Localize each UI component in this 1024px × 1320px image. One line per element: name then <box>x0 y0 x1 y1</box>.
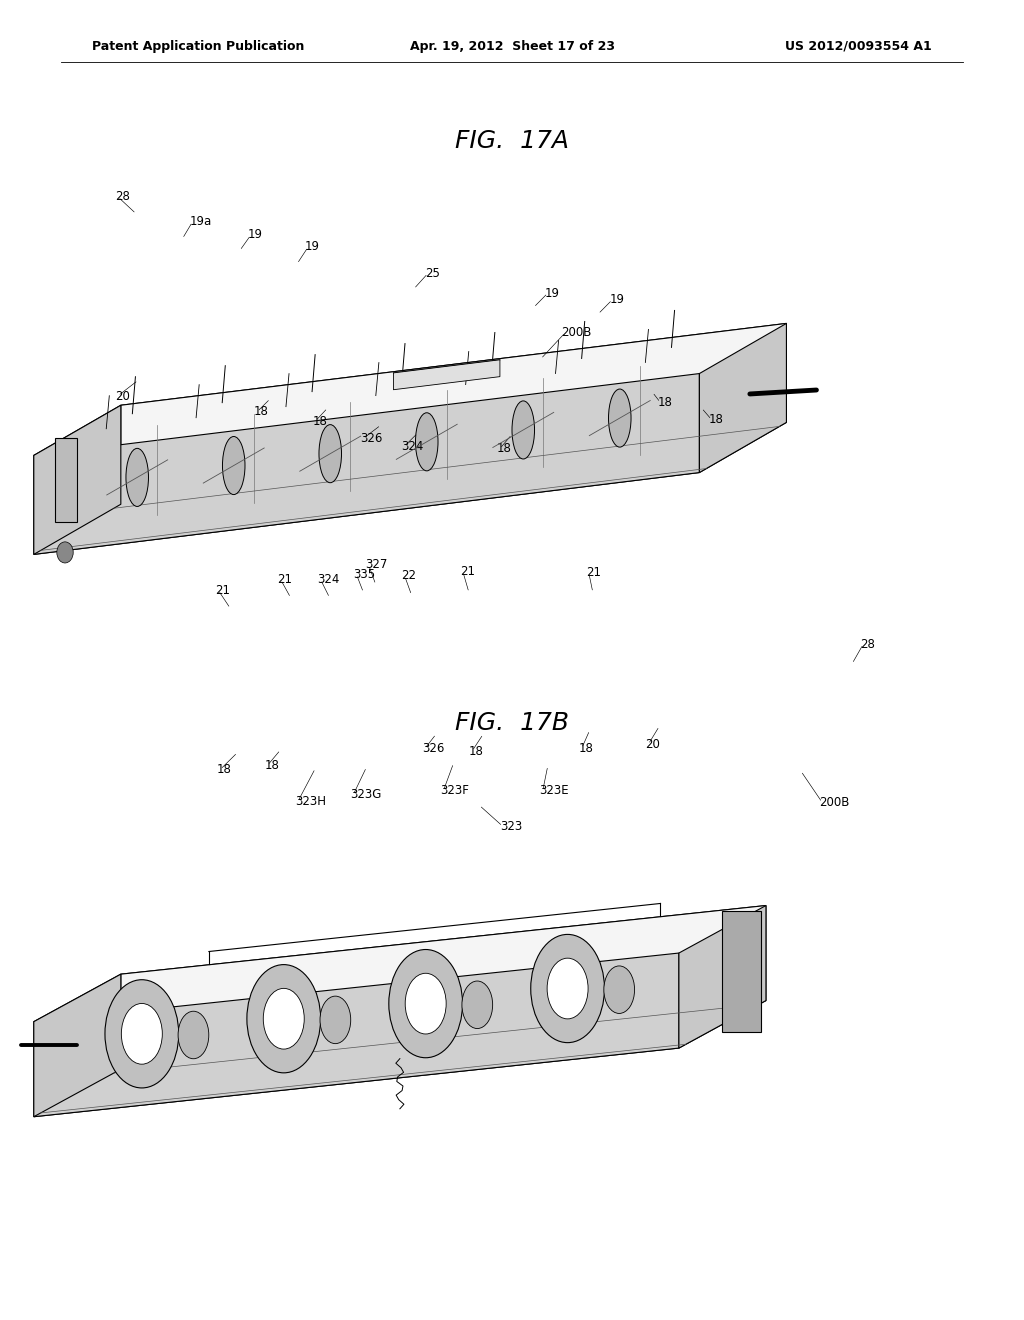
Polygon shape <box>393 360 500 389</box>
Ellipse shape <box>247 965 321 1073</box>
Text: 19: 19 <box>545 286 560 300</box>
Ellipse shape <box>462 981 493 1028</box>
Polygon shape <box>34 422 786 554</box>
Text: 19: 19 <box>609 293 625 306</box>
Text: 25: 25 <box>425 267 440 280</box>
Polygon shape <box>34 953 679 1117</box>
Polygon shape <box>34 323 786 455</box>
Polygon shape <box>34 974 121 1117</box>
Ellipse shape <box>222 437 245 495</box>
Text: 200B: 200B <box>819 796 850 809</box>
Text: 323E: 323E <box>540 784 569 797</box>
Text: 18: 18 <box>579 742 594 755</box>
Polygon shape <box>34 1001 766 1117</box>
Text: 19a: 19a <box>189 215 212 228</box>
Text: Patent Application Publication: Patent Application Publication <box>92 40 304 53</box>
Ellipse shape <box>104 979 178 1088</box>
Text: 200B: 200B <box>561 326 592 339</box>
Text: 18: 18 <box>469 744 484 758</box>
Polygon shape <box>699 323 786 473</box>
Text: 18: 18 <box>657 396 673 409</box>
Text: 18: 18 <box>254 405 269 418</box>
Text: 18: 18 <box>217 763 232 776</box>
Text: 18: 18 <box>709 413 724 426</box>
Text: 324: 324 <box>317 573 340 586</box>
Ellipse shape <box>389 949 463 1057</box>
Ellipse shape <box>608 389 631 447</box>
Text: 21: 21 <box>586 566 601 579</box>
Text: 20: 20 <box>115 389 130 403</box>
Text: 323F: 323F <box>440 784 469 797</box>
Text: 335: 335 <box>353 568 376 581</box>
Ellipse shape <box>319 997 350 1044</box>
Text: 28: 28 <box>860 638 876 651</box>
Text: 18: 18 <box>312 414 328 428</box>
Polygon shape <box>121 323 786 504</box>
Ellipse shape <box>406 973 446 1034</box>
Text: 18: 18 <box>497 442 512 455</box>
Text: 326: 326 <box>422 742 444 755</box>
Text: 19: 19 <box>305 240 321 253</box>
Ellipse shape <box>604 966 635 1014</box>
FancyBboxPatch shape <box>723 911 762 1032</box>
Text: FIG.  17A: FIG. 17A <box>455 129 569 153</box>
Text: 323G: 323G <box>350 788 382 801</box>
Text: FIG.  17B: FIG. 17B <box>455 711 569 735</box>
Text: US 2012/0093554 A1: US 2012/0093554 A1 <box>785 40 932 53</box>
FancyBboxPatch shape <box>54 438 77 523</box>
Ellipse shape <box>530 935 604 1043</box>
Text: 327: 327 <box>366 558 388 572</box>
Text: Apr. 19, 2012  Sheet 17 of 23: Apr. 19, 2012 Sheet 17 of 23 <box>410 40 614 53</box>
Text: 22: 22 <box>401 569 417 582</box>
Text: 19: 19 <box>248 228 263 242</box>
Text: 20: 20 <box>645 738 660 751</box>
Ellipse shape <box>263 989 304 1049</box>
Text: 21: 21 <box>460 565 475 578</box>
Text: 18: 18 <box>264 759 280 772</box>
Ellipse shape <box>512 401 535 459</box>
Ellipse shape <box>319 425 342 483</box>
Circle shape <box>56 543 73 562</box>
Polygon shape <box>679 906 766 1048</box>
Polygon shape <box>34 374 699 554</box>
Text: 21: 21 <box>215 583 230 597</box>
Text: 326: 326 <box>360 432 383 445</box>
Ellipse shape <box>126 449 148 507</box>
Polygon shape <box>121 906 766 1069</box>
Polygon shape <box>34 906 766 1022</box>
Ellipse shape <box>416 413 438 471</box>
Text: 21: 21 <box>278 573 293 586</box>
Ellipse shape <box>121 1003 162 1064</box>
Text: 323: 323 <box>500 820 522 833</box>
Polygon shape <box>34 405 121 554</box>
Text: 28: 28 <box>115 190 130 203</box>
Ellipse shape <box>547 958 588 1019</box>
Text: 324: 324 <box>401 440 424 453</box>
Text: 323H: 323H <box>295 795 326 808</box>
Ellipse shape <box>178 1011 209 1059</box>
